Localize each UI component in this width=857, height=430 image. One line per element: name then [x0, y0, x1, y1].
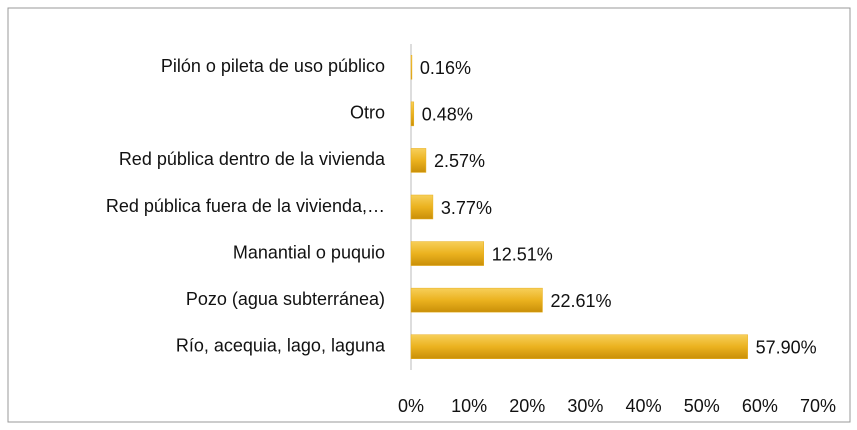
y-tick-label: Red pública fuera de la vivienda,…: [106, 196, 385, 216]
bar: [410, 287, 543, 313]
value-label: 2.57%: [434, 151, 485, 171]
value-label: 57.90%: [756, 337, 817, 357]
value-label: 0.48%: [422, 105, 473, 125]
chart-border: [7, 7, 851, 423]
bar: [410, 194, 434, 220]
y-tick-label: Otro: [350, 103, 385, 123]
x-tick-label: 60%: [742, 396, 778, 416]
x-tick-label: 40%: [626, 396, 662, 416]
y-tick-label: Pilón o pileta de uso público: [161, 56, 385, 76]
bar: [410, 55, 413, 80]
x-tick-label: 30%: [567, 396, 603, 416]
bar: [410, 334, 748, 359]
x-tick-label: 0%: [398, 396, 424, 416]
x-tick-label: 20%: [509, 396, 545, 416]
x-tick-label: 70%: [800, 396, 836, 416]
value-label: 3.77%: [441, 198, 492, 218]
value-label: 0.16%: [420, 58, 471, 78]
value-label: 12.51%: [492, 244, 553, 264]
value-label: 22.61%: [550, 291, 611, 311]
y-tick-label: Manantial o puquio: [233, 242, 385, 262]
y-tick-label: Pozo (agua subterránea): [186, 289, 385, 309]
bar: [410, 101, 415, 127]
y-tick-label: Río, acequia, lago, laguna: [176, 335, 386, 355]
bar: [410, 241, 484, 266]
x-tick-label: 50%: [684, 396, 720, 416]
y-tick-label: Red pública dentro de la vivienda: [119, 149, 386, 169]
bar: [410, 148, 427, 173]
x-tick-label: 10%: [451, 396, 487, 416]
